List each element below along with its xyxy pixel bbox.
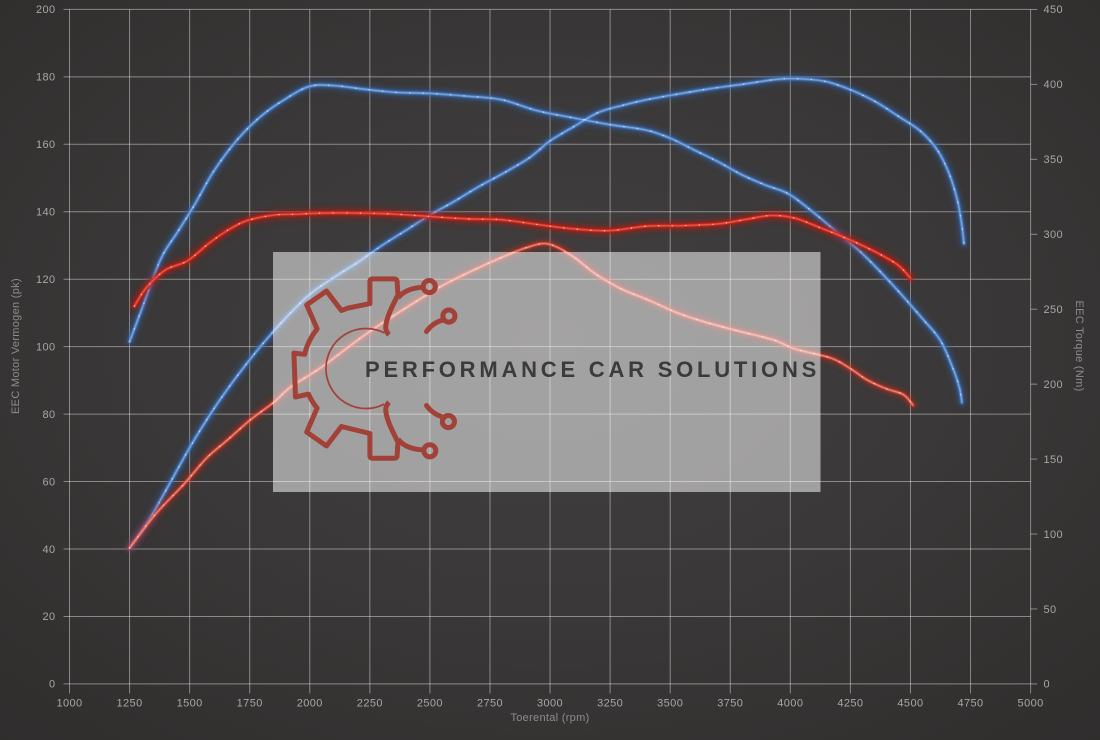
svg-text:EEC Torque (Nm): EEC Torque (Nm) [1073, 300, 1085, 391]
svg-text:4000: 4000 [777, 698, 803, 710]
svg-text:250: 250 [1044, 304, 1064, 316]
svg-text:2500: 2500 [417, 698, 443, 710]
svg-text:4500: 4500 [897, 698, 923, 710]
svg-text:350: 350 [1044, 154, 1064, 166]
svg-text:3500: 3500 [657, 698, 683, 710]
svg-text:80: 80 [42, 409, 55, 421]
svg-text:1500: 1500 [177, 698, 203, 710]
svg-text:3000: 3000 [537, 698, 563, 710]
svg-text:400: 400 [1044, 79, 1064, 91]
svg-text:2250: 2250 [357, 698, 383, 710]
svg-text:200: 200 [1044, 379, 1064, 391]
svg-text:40: 40 [42, 544, 55, 556]
svg-text:0: 0 [1044, 679, 1051, 691]
svg-text:100: 100 [36, 341, 56, 353]
svg-text:300: 300 [1044, 229, 1064, 241]
svg-text:120: 120 [36, 274, 56, 286]
svg-text:200: 200 [36, 4, 56, 16]
svg-text:150: 150 [1044, 454, 1064, 466]
svg-text:5000: 5000 [1018, 698, 1044, 710]
svg-text:1250: 1250 [117, 698, 143, 710]
svg-text:160: 160 [36, 139, 56, 151]
svg-text:3250: 3250 [597, 698, 623, 710]
svg-text:100: 100 [1044, 529, 1064, 541]
svg-text:50: 50 [1044, 604, 1057, 616]
svg-text:1750: 1750 [237, 698, 263, 710]
svg-text:EEC Motor Vermogen (pk): EEC Motor Vermogen (pk) [10, 278, 22, 414]
svg-text:0: 0 [49, 679, 56, 691]
svg-text:PERFORMANCE CAR SOLUTIONS: PERFORMANCE CAR SOLUTIONS [365, 357, 820, 382]
svg-text:60: 60 [42, 476, 55, 488]
svg-text:Toerental (rpm): Toerental (rpm) [510, 712, 589, 724]
svg-text:140: 140 [36, 207, 56, 219]
svg-text:4750: 4750 [957, 698, 983, 710]
svg-text:180: 180 [36, 72, 56, 84]
svg-text:3750: 3750 [717, 698, 743, 710]
svg-text:2750: 2750 [477, 698, 503, 710]
svg-text:450: 450 [1044, 4, 1064, 16]
svg-text:4250: 4250 [837, 698, 863, 710]
svg-text:1000: 1000 [56, 698, 82, 710]
svg-text:2000: 2000 [297, 698, 323, 710]
svg-text:20: 20 [42, 611, 55, 623]
